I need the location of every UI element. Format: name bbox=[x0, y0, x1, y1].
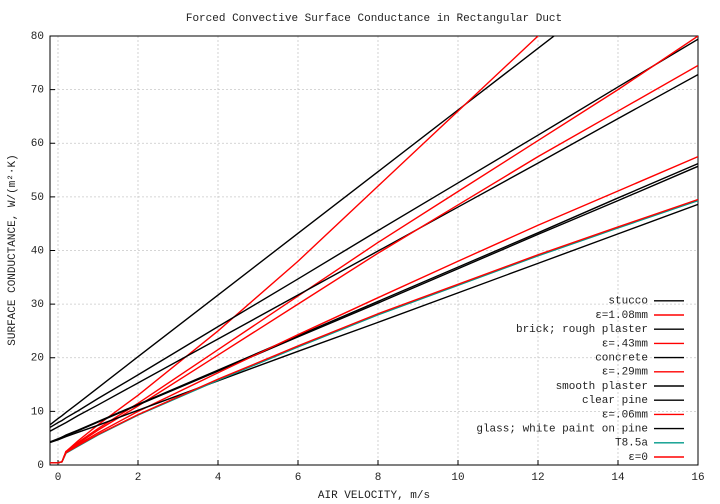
y-tick-label: 60 bbox=[31, 138, 44, 150]
legend-label: brick; rough plaster bbox=[516, 324, 648, 336]
y-tick-label: 0 bbox=[37, 460, 44, 472]
x-tick-label: 4 bbox=[215, 472, 222, 484]
y-tick-label: 30 bbox=[31, 299, 44, 311]
y-tick-label: 10 bbox=[31, 406, 44, 418]
series-line bbox=[50, 165, 698, 444]
legend-label: stucco bbox=[608, 296, 648, 308]
x-tick-label: 2 bbox=[135, 472, 142, 484]
x-tick-label: 10 bbox=[451, 472, 464, 484]
plot-area bbox=[50, 36, 698, 464]
legend-label: ε=.29mm bbox=[602, 367, 649, 379]
legend-label: ε=1.08mm bbox=[595, 310, 648, 322]
legend-label: ε=0 bbox=[628, 452, 648, 464]
series-line bbox=[50, 38, 698, 429]
legend-label: smooth plaster bbox=[556, 381, 648, 393]
legend-label: glass; white paint on pine bbox=[476, 424, 648, 436]
series-line bbox=[50, 73, 698, 432]
plot-frame bbox=[49, 35, 699, 466]
chart-title: Forced Convective Surface Conductance in… bbox=[186, 13, 562, 25]
y-tick-label: 50 bbox=[31, 192, 44, 204]
x-tick-label: 0 bbox=[55, 472, 62, 484]
series-line bbox=[50, 198, 698, 464]
y-axis-label: SURFACE CONDUCTANCE, W/(m²·K) bbox=[7, 154, 19, 345]
x-axis-label: AIR VELOCITY, m/s bbox=[318, 490, 430, 502]
legend-label: ε=.43mm bbox=[602, 338, 649, 350]
x-tick-label: 16 bbox=[691, 472, 704, 484]
x-tick-label: 8 bbox=[375, 472, 382, 484]
x-tick-label: 6 bbox=[295, 472, 302, 484]
y-tick-label: 20 bbox=[31, 353, 44, 365]
y-tick-label: 70 bbox=[31, 85, 44, 97]
legend-label: T8.5a bbox=[615, 438, 648, 450]
series-line bbox=[50, 203, 698, 444]
legend-label: ε=.06mm bbox=[602, 409, 649, 421]
x-tick-label: 14 bbox=[611, 472, 625, 484]
y-tick-label: 40 bbox=[31, 245, 44, 257]
x-tick-label: 12 bbox=[531, 472, 544, 484]
series-line bbox=[50, 36, 540, 464]
legend-label: clear pine bbox=[582, 395, 648, 407]
legend-label: concrete bbox=[595, 353, 648, 365]
y-tick-label: 80 bbox=[31, 31, 44, 43]
series-line bbox=[50, 36, 556, 426]
